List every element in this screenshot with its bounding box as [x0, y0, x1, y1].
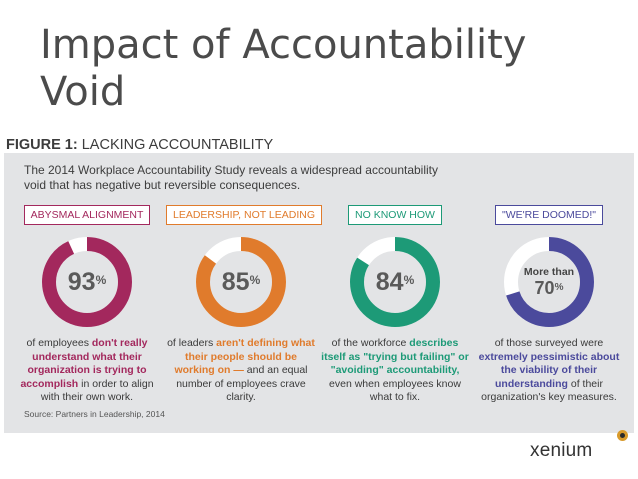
stat-value: 85% — [194, 235, 288, 329]
infographic-panel: The 2014 Workplace Accountability Study … — [4, 153, 634, 433]
stat-description: of employees don't really understand wha… — [12, 337, 162, 405]
stat-label: "WE'RE DOOMED!" — [494, 205, 604, 225]
brand-name: xenium — [530, 440, 593, 461]
donut-chart: More than 70% — [502, 235, 596, 329]
figure-heading: FIGURE 1: LACKING ACCOUNTABILITY — [6, 137, 273, 153]
donut-chart: 93% — [40, 235, 134, 329]
stat-unit: % — [554, 282, 564, 293]
donut-chart: 85% — [194, 235, 288, 329]
desc-text: and an equal number of employees crave c… — [176, 364, 308, 403]
desc-text: of the workforce — [331, 337, 410, 349]
stat-abysmal-alignment: ABYSMAL ALIGNMENT 93% of employees don't… — [12, 205, 162, 405]
figure-title: LACKING ACCOUNTABILITY — [81, 137, 274, 153]
xenium-logo-icon — [617, 430, 628, 441]
stat-number: 93 — [67, 267, 96, 296]
stat-unit: % — [249, 272, 261, 287]
stat-label: LEADERSHIP, NOT LEADING — [166, 205, 322, 225]
stat-unit: % — [403, 272, 415, 287]
donut-ring — [350, 237, 440, 327]
donut-arc — [504, 237, 594, 327]
figure-label: FIGURE 1: — [6, 137, 78, 153]
stat-were-doomed: "WE'RE DOOMED!" More than 70% of those s… — [474, 205, 624, 405]
stat-description: of the workforce describes itself as "tr… — [320, 337, 470, 405]
slide-title: Impact of Accountability Void — [40, 22, 527, 115]
stat-prefix: More than — [523, 266, 575, 278]
stat-value: More than 70% — [502, 235, 596, 329]
stat-label: ABYSMAL ALIGNMENT — [23, 205, 151, 225]
donut-chart: 84% — [348, 235, 442, 329]
stat-unit: % — [95, 272, 107, 287]
donut-arc — [42, 237, 132, 327]
desc-text: even when employees know what to fix. — [329, 377, 461, 404]
infographic-intro: The 2014 Workplace Accountability Study … — [24, 163, 439, 192]
desc-text: of leaders — [167, 337, 217, 349]
donut-arc — [350, 237, 440, 327]
stat-no-know-how: NO KNOW HOW 84% of the workforce describ… — [320, 205, 470, 405]
desc-highlight: extremely pessimistic about the viabilit… — [478, 350, 620, 390]
donut-ring — [504, 237, 594, 327]
desc-text: of their organization's key measures. — [481, 377, 617, 404]
stat-number: 85 — [221, 267, 250, 296]
stat-value: 84% — [348, 235, 442, 329]
figure-source: Source: Partners in Leadership, 2014 — [24, 409, 165, 419]
stat-number: 70 — [534, 278, 555, 298]
donut-ring — [42, 237, 132, 327]
stat-number: 84 — [375, 267, 404, 296]
desc-text: in order to align with their own work. — [40, 377, 154, 404]
stat-leadership-not-leading: LEADERSHIP, NOT LEADING 85% of leaders a… — [166, 205, 322, 405]
desc-text: of those surveyed were — [494, 337, 604, 349]
stat-value: 93% — [40, 235, 134, 329]
donut-arc — [196, 237, 286, 327]
stat-description: of leaders aren't defining what their pe… — [166, 337, 316, 405]
donut-ring — [196, 237, 286, 327]
desc-highlight: describes itself as "trying but failing"… — [321, 337, 469, 376]
stat-label: NO KNOW HOW — [348, 205, 442, 225]
desc-highlight: aren't defining what their people should… — [174, 337, 315, 376]
desc-text: of employees — [26, 337, 92, 349]
desc-highlight: don't really understand what their organ… — [20, 337, 148, 390]
stat-description: of those surveyed were extremely pessimi… — [474, 337, 624, 405]
